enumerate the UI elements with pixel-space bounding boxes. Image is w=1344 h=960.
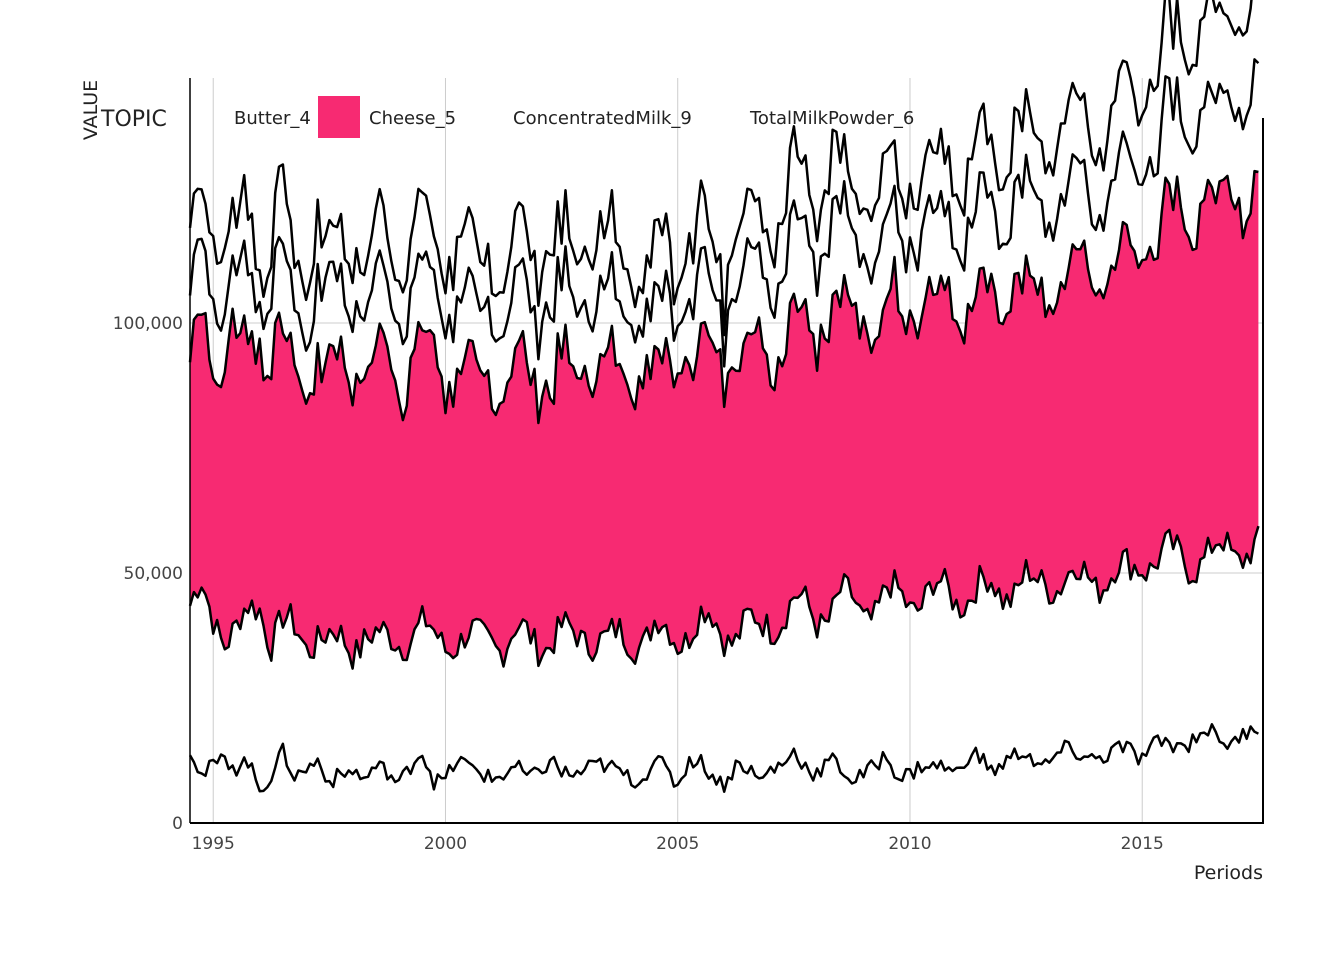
x-tick-label: 1995 (192, 834, 235, 854)
x-axis-title: Periods (1194, 862, 1263, 884)
legend-label-butter: Butter_4 (234, 108, 311, 129)
legend-label-cheese: Cheese_5 (369, 108, 456, 129)
y-tick-label: 50,000 (124, 564, 183, 584)
legend-label-concentrated-milk: ConcentratedMilk_9 (513, 108, 692, 129)
area-cheese (190, 171, 1259, 669)
legend-swatch-cheese (318, 96, 360, 138)
x-tick-label: 2010 (888, 834, 931, 854)
x-tick-label: 2015 (1121, 834, 1164, 854)
series-line-concentrated-milk (188, 58, 1260, 368)
x-tick-label: 2000 (424, 834, 467, 854)
series-line-butter (188, 525, 1260, 670)
series-line-cheese (188, 169, 1259, 425)
axes (189, 78, 1264, 824)
legend: TOPIC Butter_4 Cheese_5 ConcentratedMilk… (100, 96, 914, 138)
tick-labels: 1995 2000 2005 2010 2015 0 50,000 100,000 (113, 314, 1164, 854)
y-tick-label: 0 (172, 814, 183, 834)
cheese-area (190, 171, 1259, 669)
legend-label-total-milk-powder: TotalMilkPowder_6 (749, 108, 914, 129)
x-tick-label: 2005 (656, 834, 699, 854)
series-line-total-milk-powder (188, 0, 1253, 337)
legend-title: TOPIC (100, 107, 167, 132)
y-tick-label: 100,000 (113, 314, 183, 334)
y-axis-title: VALUE (80, 80, 102, 140)
series-lines (188, 0, 1260, 793)
series-line-total-milk-powder-base (188, 723, 1259, 793)
